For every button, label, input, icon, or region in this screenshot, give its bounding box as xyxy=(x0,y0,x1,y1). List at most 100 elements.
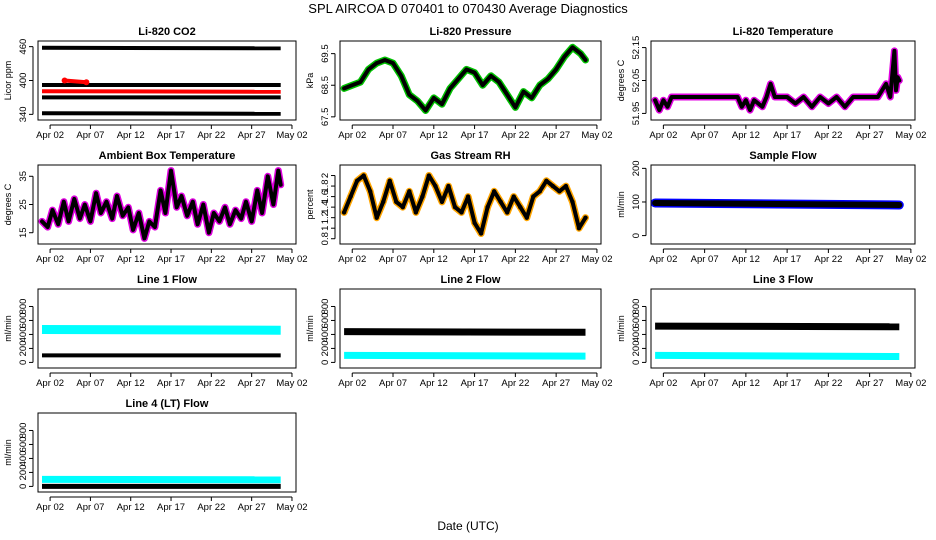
chart-title: Sample Flow xyxy=(749,150,817,162)
y-tick-label: 800 xyxy=(320,299,331,315)
x-tick-label: Apr 22 xyxy=(501,378,529,389)
x-tick-label: Apr 12 xyxy=(420,130,448,141)
plot-area xyxy=(655,322,900,360)
x-tick-label: Apr 22 xyxy=(501,254,529,265)
data-point xyxy=(400,204,406,210)
y-tick-label: 100 xyxy=(631,194,642,210)
data-point xyxy=(374,215,379,220)
x-tick-label: Apr 07 xyxy=(76,254,104,265)
chart-title: Line 1 Flow xyxy=(137,274,197,286)
data-point xyxy=(563,183,569,189)
x-tick-label: Apr 02 xyxy=(338,254,366,265)
chart-panel-3: Li-820 Temperature degrees C Apr 02 Apr 07 A… xyxy=(616,26,926,141)
chart-panel-6: Sample Flow ml/min Apr 02 Apr 07 Apr 12 Apr 1… xyxy=(616,150,926,265)
x-tick-label: Apr 07 xyxy=(379,254,407,265)
series-ambient xyxy=(40,168,283,241)
x-tick-label: Apr 17 xyxy=(461,378,489,389)
data-point xyxy=(537,189,543,194)
y-tick-label: 200 xyxy=(631,160,642,176)
x-tick-label: Apr 02 xyxy=(649,378,677,389)
y-tick-label: 460 xyxy=(18,39,29,55)
y-tick-label: 200 xyxy=(18,464,29,480)
plot-frame xyxy=(650,40,916,121)
y-tick-label: 400 xyxy=(18,327,29,343)
x-tick-label: May 02 xyxy=(276,254,307,265)
plot-area xyxy=(41,475,281,489)
x-tick-label: Apr 17 xyxy=(157,254,185,265)
y-axis-label: kPa xyxy=(305,73,315,89)
plot-frame xyxy=(37,40,297,121)
y-tick-label: 1.2 xyxy=(320,211,331,224)
x-tick-label: Apr 22 xyxy=(501,130,529,141)
data-point xyxy=(367,189,373,194)
x-tick-label: Apr 17 xyxy=(773,254,801,265)
y-tick-label: 600 xyxy=(320,313,331,329)
x-tick-label: Apr 27 xyxy=(856,378,884,389)
data-point xyxy=(394,199,399,205)
x-tick-label: Apr 17 xyxy=(461,130,489,141)
series-line-2-sampling- xyxy=(344,328,586,336)
x-tick-label: Apr 12 xyxy=(117,502,145,513)
series-co2-low-standard xyxy=(41,111,281,116)
y-axis-label: percent xyxy=(305,189,315,220)
x-tick-label: May 02 xyxy=(581,254,612,265)
data-point xyxy=(465,194,471,199)
data-point xyxy=(531,194,536,199)
y-tick-label: 35 xyxy=(18,171,29,182)
x-tick-label: Apr 27 xyxy=(856,254,884,265)
data-point xyxy=(544,178,549,183)
y-tick-label: 51.95 xyxy=(631,102,642,126)
data-point xyxy=(557,189,562,194)
plot-area xyxy=(340,172,589,237)
data-point xyxy=(511,194,516,199)
y-tick-label: 68.5 xyxy=(320,76,331,95)
data-point xyxy=(341,210,347,215)
x-tick-label: Apr 02 xyxy=(338,130,366,141)
x-tick-label: Apr 07 xyxy=(691,378,719,389)
chart-panel-8: Line 2 Flow ml/min Apr 02 Apr 07 Apr 12 Apr 1… xyxy=(305,274,613,389)
data-point xyxy=(354,178,360,183)
series-line-3-sampling- xyxy=(655,322,900,331)
x-tick-label: Apr 07 xyxy=(691,130,719,141)
x-tick-label: Apr 17 xyxy=(461,254,489,265)
x-tick-label: Apr 07 xyxy=(76,130,104,141)
series-line-1-off-state- xyxy=(41,325,281,335)
plot-area xyxy=(340,43,589,114)
data-point xyxy=(459,210,464,215)
data-point xyxy=(348,194,353,199)
x-tick-label: Apr 07 xyxy=(379,130,407,141)
y-tick-label: 15 xyxy=(18,227,29,238)
data-point xyxy=(83,79,90,86)
data-point xyxy=(570,199,575,205)
data-point xyxy=(478,231,484,236)
x-tick-label: May 02 xyxy=(276,502,307,513)
x-tick-label: Apr 17 xyxy=(773,130,801,141)
y-axis-label: ml/min xyxy=(616,191,626,218)
series-co2-spikes xyxy=(64,78,87,85)
x-tick-label: May 02 xyxy=(581,130,612,141)
x-tick-label: Apr 22 xyxy=(197,502,225,513)
chart-panel-10: Line 4 (LT) Flow ml/min Apr 02 Apr 07 Apr 12… xyxy=(3,398,308,513)
chart-title: Ambient Box Temperature xyxy=(99,150,236,162)
plot-area xyxy=(38,167,285,242)
x-tick-label: May 02 xyxy=(276,130,307,141)
y-axis-label: degrees C xyxy=(3,183,13,225)
x-tick-label: Apr 22 xyxy=(197,130,225,141)
series-sample-flow xyxy=(652,200,903,208)
x-tick-label: Apr 17 xyxy=(157,502,185,513)
panels-grid: Li-820 CO2 Licor ppm Apr 02 Apr 07 Apr 12 Apr… xyxy=(3,26,926,513)
data-point xyxy=(505,210,510,215)
y-axis-label: Licor ppm xyxy=(3,61,13,101)
data-point xyxy=(439,199,445,205)
y-tick-label: 0 xyxy=(631,360,642,365)
chart-title: Gas Stream RH xyxy=(430,150,510,162)
plot-frame xyxy=(37,288,297,369)
x-tick-label: May 02 xyxy=(276,378,307,389)
figure-xlabel: Date (UTC) xyxy=(437,519,498,533)
y-tick-label: 600 xyxy=(18,313,29,329)
data-point xyxy=(413,210,419,215)
x-tick-label: Apr 22 xyxy=(197,254,225,265)
y-tick-label: 1.4 xyxy=(320,201,331,214)
x-tick-label: Apr 02 xyxy=(36,254,64,265)
